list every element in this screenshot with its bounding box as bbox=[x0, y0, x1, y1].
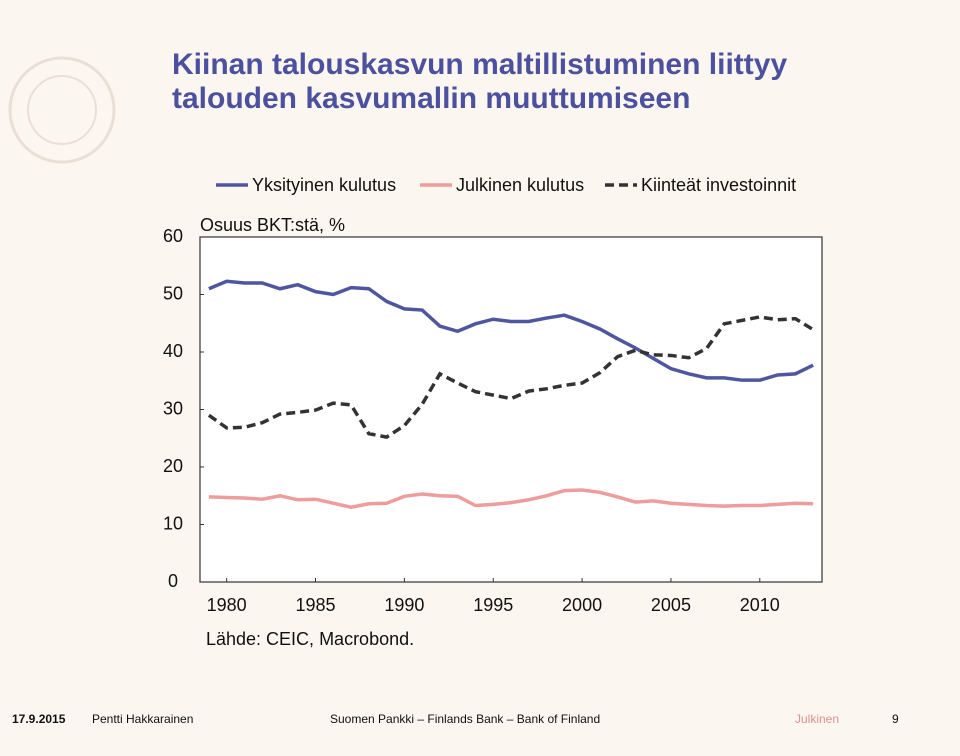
x-tick-label: 1995 bbox=[473, 595, 513, 615]
footer-organization: Suomen Pankki – Finlands Bank – Bank of … bbox=[330, 712, 600, 726]
legend-label: Kiinteät investoinnit bbox=[641, 175, 796, 195]
y-tick-label: 10 bbox=[163, 513, 183, 533]
y-tick-label: 30 bbox=[163, 398, 183, 418]
y-tick-label: 60 bbox=[163, 226, 183, 246]
x-tick-label: 2010 bbox=[740, 595, 780, 615]
footer-classification: Julkinen bbox=[795, 712, 839, 726]
x-tick-label: 1990 bbox=[384, 595, 424, 615]
legend-label: Yksityinen kulutus bbox=[252, 175, 396, 195]
x-tick-label: 2000 bbox=[562, 595, 602, 615]
series-line bbox=[208, 488, 814, 510]
y-tick-label: 20 bbox=[163, 456, 183, 476]
y-tick-label: 0 bbox=[168, 571, 178, 591]
source: Lähde: CEIC, Macrobond. bbox=[206, 629, 414, 649]
y-tick-label: 50 bbox=[163, 283, 183, 303]
slide-title: Kiinan talouskasvun maltillistuminen lii… bbox=[172, 48, 788, 115]
x-tick-label: 1985 bbox=[295, 595, 335, 615]
plot-area bbox=[199, 236, 823, 583]
x-tick-label: 2005 bbox=[651, 595, 691, 615]
y-axis-label: Osuus BKT:stä, % bbox=[200, 215, 345, 235]
footer-date: 17.9.2015 bbox=[12, 712, 66, 726]
x-tick-label: 1980 bbox=[207, 595, 247, 615]
logo bbox=[8, 56, 116, 164]
y-tick-label: 40 bbox=[163, 341, 183, 361]
footer-page: 9 bbox=[892, 712, 899, 726]
footer-author: Pentti Hakkarainen bbox=[92, 712, 193, 726]
series-line bbox=[208, 279, 814, 382]
legend-label: Julkinen kulutus bbox=[456, 175, 584, 195]
